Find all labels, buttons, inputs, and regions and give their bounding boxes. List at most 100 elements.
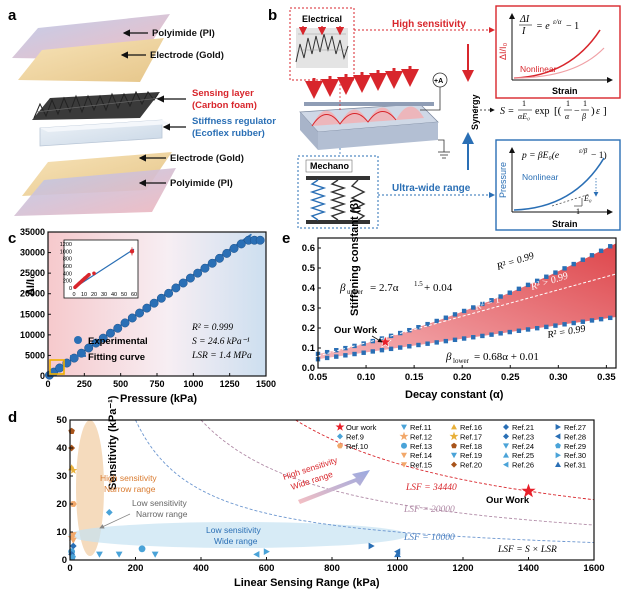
beta-lower-point	[397, 345, 403, 350]
experimental-point	[178, 278, 188, 288]
panel-label-a: a	[8, 7, 17, 24]
panel-d-axis-ticks: 0 200 400 600 800 1000 1200 1400 1600 0 10 20 30 40 50	[56, 415, 604, 574]
beta-upper-point	[544, 274, 549, 279]
inset-x-tick-label: 20	[91, 292, 97, 298]
carbon-foam-zoom	[295, 26, 349, 68]
beta-lower-point	[534, 325, 540, 331]
legend-marker-icon	[451, 452, 457, 459]
experimental-point	[55, 363, 65, 373]
svg-text:1: 1	[566, 99, 570, 108]
beta-lower-point	[589, 318, 595, 323]
panel-c-ylabel: ΔI/I₀	[25, 274, 37, 296]
experimental-point	[255, 235, 265, 245]
svg-text:− 1): − 1)	[591, 150, 607, 161]
legend-marker-icon	[337, 443, 343, 449]
x-tick-label: 1600	[583, 563, 604, 574]
svg-text:Strain: Strain	[552, 219, 578, 229]
ammeter-icon	[432, 72, 448, 88]
x-tick-label: 1200	[452, 563, 473, 574]
label-stiffness-regulator: Stiffness regulator	[192, 116, 276, 127]
svg-text:= 2.7α: = 2.7α	[370, 282, 399, 294]
beta-lower-point	[443, 338, 449, 344]
y-tick-label: 0	[40, 371, 45, 381]
legend-marker-icon	[401, 462, 407, 468]
experimental-point	[164, 288, 174, 298]
beta-lower-point	[434, 340, 439, 345]
svg-text:ΔI: ΔI	[519, 14, 530, 25]
beta-lower-point	[388, 346, 394, 352]
beta-upper-point	[443, 315, 449, 320]
beta-upper-point	[608, 244, 613, 249]
y-tick-label: 0.6	[302, 243, 315, 254]
label-lsf-34440: LSF = 34440	[405, 483, 457, 493]
springs-diagram	[306, 176, 370, 224]
ref-point	[96, 551, 103, 558]
beta-lower-point	[562, 322, 567, 327]
svg-text:= e: = e	[536, 21, 550, 32]
label-lswr-2: Wide range	[214, 536, 258, 546]
beta-lower-point	[324, 355, 330, 361]
beta-lower-point	[480, 333, 485, 339]
svg-text:Pressure: Pressure	[498, 162, 508, 198]
svg-text:): )	[591, 105, 595, 117]
panel-e-ylabel: Stiffening constant (β)	[349, 199, 361, 316]
legend-fitting: Fitting curve	[88, 352, 145, 363]
panel-label-c: c	[8, 230, 16, 247]
label-high-sensitivity: High sensitivity	[392, 19, 466, 30]
y-tick-label: 30000	[20, 248, 45, 258]
x-tick-label: 200	[128, 563, 144, 574]
svg-text:+ 0.04: + 0.04	[424, 282, 453, 294]
label-lsnr-1: Low sensitivity	[132, 498, 188, 508]
experimental-point	[222, 248, 232, 258]
panel-d-ylabel: Sensitivity (kPa⁻¹)	[107, 395, 119, 490]
ref-point	[521, 483, 536, 498]
inset-y-tick-label: 600	[63, 264, 72, 270]
legend-marker-icon	[555, 452, 561, 459]
y-tick-label: 0.1	[302, 343, 316, 354]
svg-text:= 0.68α + 0.01: = 0.68α + 0.01	[474, 351, 539, 363]
beta-lower-point	[343, 353, 348, 358]
legend-marker-icon	[451, 442, 457, 449]
legend-marker-icon	[335, 422, 345, 431]
label-lswr-1: Low sensitivity	[206, 525, 262, 535]
ref-point	[69, 537, 77, 544]
x-tick-label: 800	[324, 563, 340, 574]
beta-lower-point	[571, 320, 576, 326]
label-electrode-top: Electrode (Gold)	[150, 50, 224, 61]
x-tick-label: 750	[149, 379, 164, 389]
legend-entry: Ref.18	[460, 442, 482, 451]
beta-lower-point	[379, 347, 385, 353]
x-tick-label: 0.30	[549, 372, 568, 383]
label-ultra-wide-range: Ultra-wide range	[392, 183, 471, 194]
svg-text:− 1: − 1	[566, 21, 579, 32]
beta-upper-point	[324, 349, 330, 355]
legend-entry: Ref.12	[410, 432, 432, 441]
inset-x-tick-label: 10	[81, 292, 87, 298]
experimental-point	[84, 343, 94, 353]
x-tick-label: 1000	[387, 563, 408, 574]
label-lsf-formula: LSF = S × LSR	[497, 545, 557, 555]
beta-lower-point	[334, 354, 339, 359]
beta-lower-point	[416, 342, 421, 348]
equation-s: S = 1 αE₀ exp [( 1 α − 1 β ) ε ]	[500, 99, 607, 121]
panel-label-e: e	[282, 230, 290, 247]
svg-text:]: ]	[603, 105, 607, 117]
svg-text:exp: exp	[535, 106, 549, 117]
svg-text:1.5: 1.5	[414, 280, 423, 288]
ref-point	[69, 466, 78, 474]
inset-x-tick-label: 50	[121, 292, 127, 298]
legend-marker-icon	[401, 424, 407, 430]
label-r2: R² = 0.999	[191, 323, 233, 333]
x-tick-label: 0.10	[357, 372, 376, 383]
legend-entry: Ref.28	[564, 432, 586, 441]
legend-entry: Ref.27	[564, 423, 586, 432]
x-tick-label: 600	[259, 563, 275, 574]
lsf-curve	[295, 419, 594, 501]
label-polyimide-bottom: Polyimide (PI)	[170, 178, 233, 189]
label-our-work-d: Our Work	[486, 495, 530, 506]
legend-entry: Ref.21	[512, 423, 534, 432]
panel-b-schematic: Electrical High sensitivity	[289, 5, 621, 231]
legend-entry: Ref.20	[460, 461, 482, 470]
beta-upper-point	[452, 312, 458, 317]
x-tick-label: 1250	[220, 379, 240, 389]
